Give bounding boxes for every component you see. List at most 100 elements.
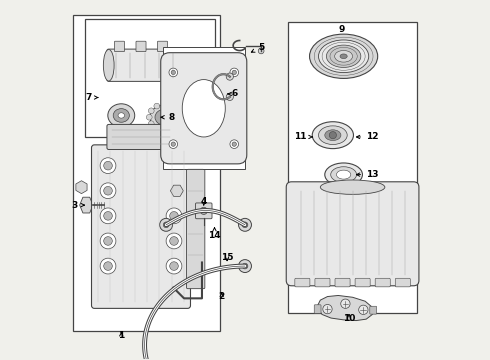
- Ellipse shape: [326, 45, 361, 67]
- Circle shape: [169, 140, 177, 148]
- Ellipse shape: [337, 170, 351, 179]
- FancyBboxPatch shape: [161, 53, 247, 164]
- Circle shape: [170, 212, 178, 220]
- FancyBboxPatch shape: [115, 41, 124, 51]
- Circle shape: [169, 68, 177, 77]
- Text: 2: 2: [219, 292, 225, 301]
- Polygon shape: [317, 296, 372, 320]
- Ellipse shape: [331, 167, 357, 183]
- FancyBboxPatch shape: [370, 306, 377, 314]
- Ellipse shape: [108, 104, 135, 127]
- Ellipse shape: [335, 50, 353, 62]
- FancyBboxPatch shape: [157, 41, 168, 51]
- Circle shape: [166, 258, 182, 274]
- Ellipse shape: [150, 105, 179, 130]
- Ellipse shape: [160, 114, 168, 121]
- Circle shape: [163, 222, 169, 228]
- FancyBboxPatch shape: [375, 278, 390, 287]
- Circle shape: [104, 212, 112, 220]
- Circle shape: [171, 70, 175, 75]
- Text: 10: 10: [343, 314, 355, 323]
- Text: 1: 1: [118, 332, 124, 341]
- FancyBboxPatch shape: [295, 278, 310, 287]
- Circle shape: [242, 222, 248, 228]
- Ellipse shape: [113, 109, 129, 122]
- Circle shape: [239, 219, 251, 231]
- Circle shape: [359, 305, 368, 315]
- FancyBboxPatch shape: [187, 157, 205, 289]
- FancyBboxPatch shape: [107, 49, 182, 81]
- FancyBboxPatch shape: [315, 278, 330, 287]
- Text: 15: 15: [221, 253, 233, 262]
- Ellipse shape: [155, 109, 173, 125]
- Ellipse shape: [325, 163, 363, 186]
- FancyBboxPatch shape: [196, 203, 212, 219]
- Circle shape: [147, 114, 152, 120]
- Ellipse shape: [118, 113, 124, 118]
- Circle shape: [176, 114, 182, 120]
- Circle shape: [100, 183, 116, 199]
- Circle shape: [161, 127, 167, 133]
- Circle shape: [174, 108, 180, 114]
- FancyBboxPatch shape: [92, 145, 191, 309]
- Bar: [288, 22, 417, 313]
- Circle shape: [239, 260, 251, 273]
- Text: 8: 8: [161, 113, 174, 122]
- Circle shape: [170, 262, 178, 270]
- Circle shape: [341, 299, 350, 309]
- Circle shape: [171, 142, 175, 146]
- Circle shape: [166, 233, 182, 249]
- Circle shape: [169, 126, 175, 131]
- Text: 11: 11: [294, 132, 313, 141]
- Circle shape: [226, 73, 233, 80]
- FancyBboxPatch shape: [286, 182, 419, 286]
- Circle shape: [148, 121, 154, 127]
- Circle shape: [100, 158, 116, 174]
- Ellipse shape: [325, 130, 341, 140]
- Ellipse shape: [318, 126, 347, 144]
- Circle shape: [100, 258, 116, 274]
- Circle shape: [100, 233, 116, 249]
- Circle shape: [104, 186, 112, 195]
- FancyBboxPatch shape: [355, 278, 370, 287]
- Text: 14: 14: [208, 228, 221, 240]
- Ellipse shape: [312, 122, 353, 149]
- Text: 7: 7: [86, 93, 98, 102]
- Ellipse shape: [318, 40, 368, 73]
- FancyBboxPatch shape: [335, 278, 350, 287]
- Circle shape: [104, 161, 112, 170]
- Circle shape: [230, 68, 239, 77]
- Circle shape: [329, 132, 337, 139]
- Text: 3: 3: [72, 201, 84, 210]
- Circle shape: [232, 142, 236, 146]
- Ellipse shape: [175, 49, 186, 81]
- Ellipse shape: [182, 80, 225, 137]
- Text: 12: 12: [356, 132, 379, 141]
- Ellipse shape: [103, 49, 114, 81]
- Ellipse shape: [320, 180, 385, 194]
- Circle shape: [104, 237, 112, 245]
- Circle shape: [226, 93, 233, 100]
- Circle shape: [170, 237, 178, 245]
- Circle shape: [232, 70, 236, 75]
- Circle shape: [258, 48, 264, 54]
- Bar: [85, 19, 215, 137]
- Circle shape: [323, 305, 332, 314]
- Circle shape: [154, 126, 160, 131]
- Circle shape: [230, 140, 239, 148]
- Circle shape: [100, 208, 116, 224]
- Circle shape: [161, 102, 167, 107]
- Circle shape: [154, 103, 160, 109]
- Text: 13: 13: [356, 170, 379, 179]
- Circle shape: [200, 207, 207, 215]
- Circle shape: [166, 208, 182, 224]
- Ellipse shape: [310, 34, 378, 78]
- Bar: [73, 15, 220, 330]
- FancyBboxPatch shape: [395, 278, 410, 287]
- Ellipse shape: [340, 54, 347, 59]
- Text: 5: 5: [251, 43, 264, 52]
- FancyBboxPatch shape: [136, 41, 146, 51]
- Circle shape: [242, 263, 248, 269]
- Circle shape: [160, 219, 172, 231]
- FancyBboxPatch shape: [314, 305, 321, 314]
